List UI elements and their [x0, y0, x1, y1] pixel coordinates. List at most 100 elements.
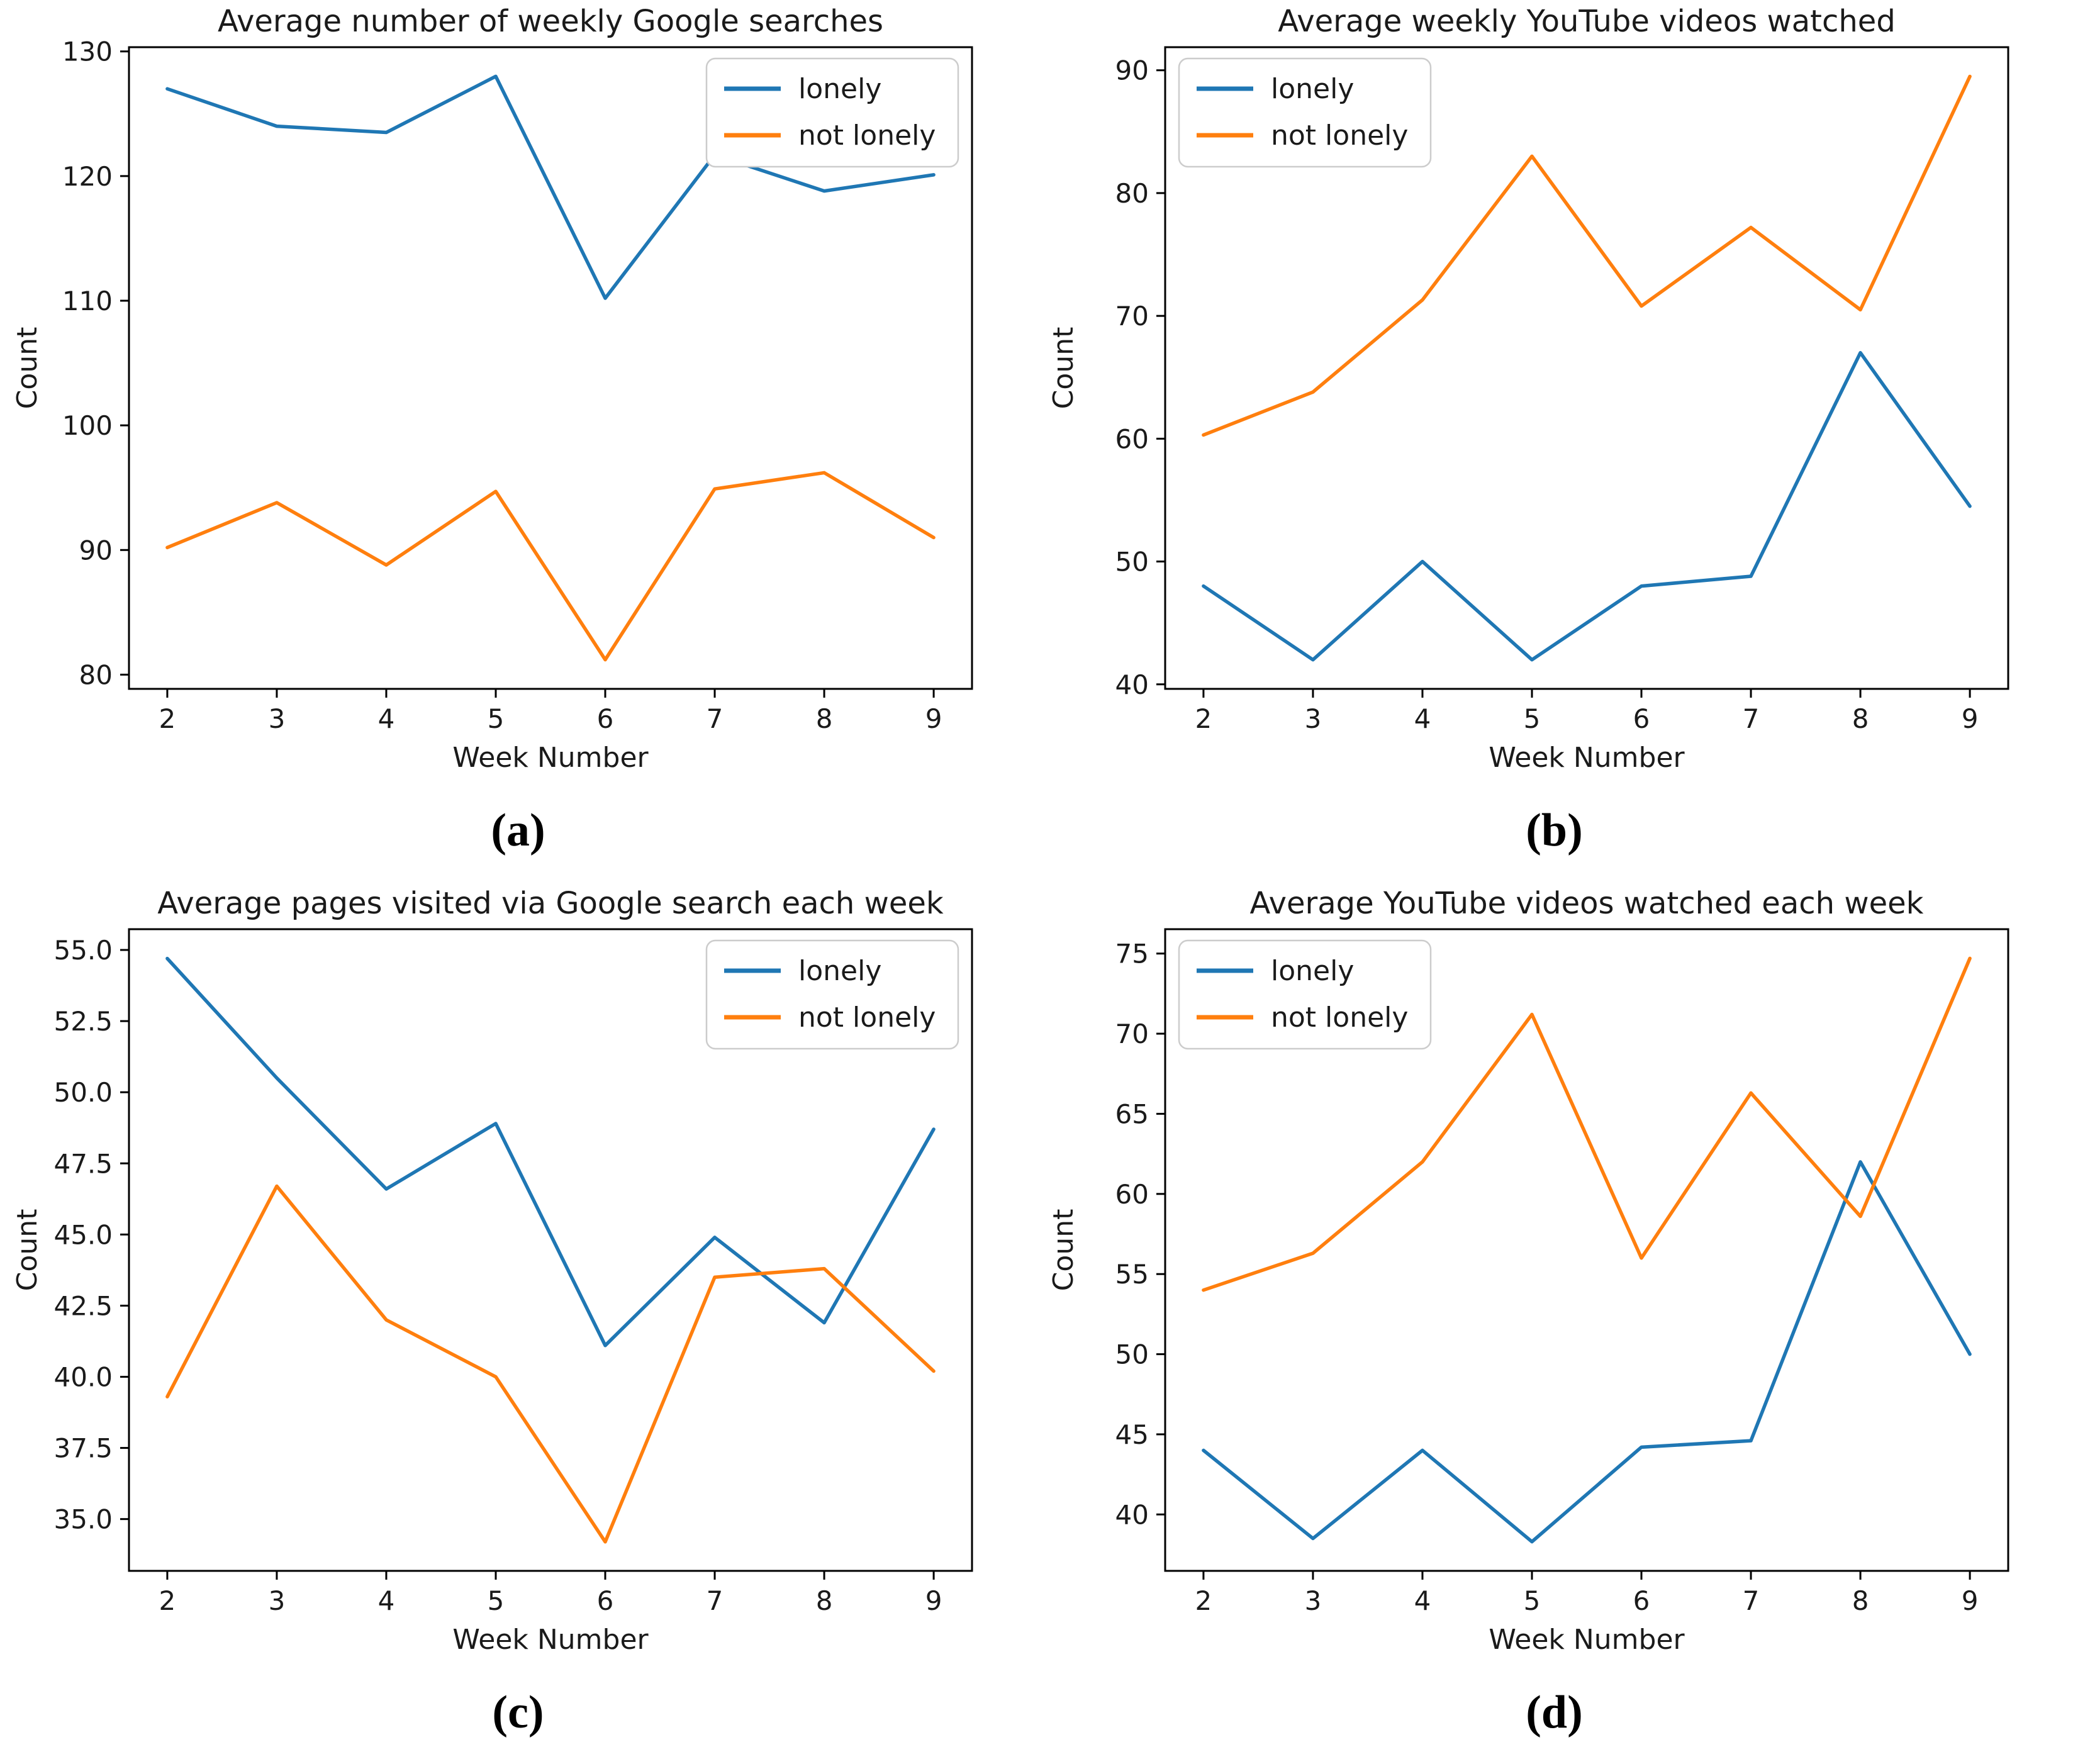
- series-line-not-lonely: [1202, 74, 1972, 437]
- subplot-label-d: (d): [1526, 1687, 1583, 1738]
- x-tick-label: 9: [1962, 703, 1979, 734]
- y-tick-label: 52.5: [53, 1006, 113, 1037]
- x-tick-label: 6: [597, 1585, 614, 1616]
- y-tick-label: 80: [1115, 178, 1149, 209]
- x-tick-label: 3: [1305, 1585, 1322, 1616]
- y-tick-label: 40.0: [53, 1362, 113, 1393]
- legend-box: [1178, 57, 1432, 168]
- x-tick-label: 2: [1195, 1585, 1212, 1616]
- legend-label: not lonely: [798, 1002, 936, 1034]
- x-tick-label: 2: [159, 703, 176, 734]
- y-axis-label: Count: [1048, 327, 1080, 410]
- y-tick-label: 70: [1115, 301, 1149, 332]
- x-axis-label: Week Number: [1489, 1624, 1685, 1656]
- chart-title: Average weekly YouTube videos watched: [1278, 4, 1896, 39]
- y-tick-label: 42.5: [53, 1290, 113, 1321]
- x-tick-label: 7: [707, 703, 724, 734]
- chart-title: Average number of weekly Google searches: [218, 4, 883, 39]
- x-axis-label: Week Number: [452, 742, 649, 774]
- x-tick-label: 2: [159, 1585, 176, 1616]
- x-axis-label: Week Number: [452, 1624, 649, 1656]
- x-tick-label: 7: [707, 1585, 724, 1616]
- x-tick-label: 5: [488, 703, 505, 734]
- figure-b: Average weekly YouTube videos watched 40 5…: [1036, 0, 2072, 882]
- x-tick-label: 4: [1414, 1585, 1431, 1616]
- x-tick-label: 3: [269, 1585, 286, 1616]
- chart-c-canvas: Average pages visited via Google search …: [11, 886, 973, 1656]
- legend-label: lonely: [1271, 73, 1354, 105]
- y-axis-label: Count: [11, 327, 43, 410]
- y-tick-label: 37.5: [53, 1433, 113, 1464]
- x-tick-label: 6: [597, 703, 614, 734]
- y-tick-label: 45.0: [53, 1219, 113, 1250]
- legend-label: lonely: [798, 73, 881, 105]
- legend-label: lonely: [1271, 955, 1354, 987]
- figure-c: Average pages visited via Google search …: [0, 882, 1036, 1764]
- y-tick-label: 45: [1115, 1419, 1149, 1450]
- x-tick-label: 7: [1743, 1585, 1760, 1616]
- x-tick-label: 8: [816, 1585, 833, 1616]
- x-tick-label: 4: [378, 1585, 395, 1616]
- y-tick-label: 55.0: [53, 935, 113, 966]
- legend-label: not lonely: [798, 120, 936, 152]
- y-tick-label: 50: [1115, 1339, 1149, 1370]
- y-tick-label: 50.0: [53, 1077, 113, 1108]
- x-tick-label: 4: [378, 703, 395, 734]
- y-tick-label: 55: [1115, 1259, 1149, 1290]
- axes-frame: [1164, 928, 2009, 1572]
- series-line-lonely: [165, 956, 936, 1348]
- series-line-lonely: [1202, 350, 1972, 662]
- figure-d: Average YouTube videos watched each week…: [1036, 882, 2072, 1764]
- x-tick-label: 9: [925, 1585, 942, 1616]
- x-tick-label: 7: [1743, 703, 1760, 734]
- y-tick-label: 100: [62, 410, 113, 441]
- axes-frame: [128, 46, 973, 690]
- x-tick-label: 5: [488, 1585, 505, 1616]
- x-tick-label: 6: [1633, 1585, 1650, 1616]
- x-tick-label: 9: [925, 703, 942, 734]
- series-line-lonely: [1202, 1160, 1972, 1544]
- x-tick-label: 8: [1852, 703, 1869, 734]
- chart-d-canvas: Average YouTube videos watched each week…: [1048, 886, 2009, 1656]
- y-tick-label: 120: [62, 161, 113, 192]
- y-tick-label: 40: [1115, 669, 1149, 700]
- y-tick-label: 130: [62, 36, 113, 67]
- x-tick-label: 3: [269, 703, 286, 734]
- y-tick-label: 90: [79, 535, 113, 566]
- x-tick-label: 8: [816, 703, 833, 734]
- x-tick-label: 8: [1852, 1585, 1869, 1616]
- x-tick-label: 9: [1962, 1585, 1979, 1616]
- legend-box: [705, 57, 959, 168]
- x-tick-label: 6: [1633, 703, 1650, 734]
- y-tick-label: 75: [1115, 939, 1149, 969]
- subplot-label-b: (b): [1526, 805, 1583, 856]
- legend-label: lonely: [798, 955, 881, 987]
- y-tick-label: 70: [1115, 1019, 1149, 1049]
- x-tick-label: 5: [1524, 1585, 1541, 1616]
- legend-box: [1178, 939, 1432, 1050]
- x-axis-label: Week Number: [1489, 742, 1685, 774]
- y-tick-label: 40: [1115, 1499, 1149, 1530]
- y-tick-label: 90: [1115, 55, 1149, 86]
- subplot-label-a: (a): [491, 805, 545, 856]
- y-tick-label: 35.0: [53, 1504, 113, 1535]
- x-tick-label: 3: [1305, 703, 1322, 734]
- axes-frame: [1164, 46, 2009, 690]
- series-line-not-lonely: [165, 1184, 936, 1544]
- subplot-label-c: (c): [492, 1687, 544, 1738]
- x-tick-label: 5: [1524, 703, 1541, 734]
- legend-box: [705, 939, 959, 1050]
- axes-frame: [128, 928, 973, 1572]
- chart-title: Average YouTube videos watched each week: [1250, 886, 1924, 921]
- legend-label: not lonely: [1271, 1002, 1408, 1034]
- y-tick-label: 65: [1115, 1098, 1149, 1129]
- figure-a: Average number of weekly Google searches…: [0, 0, 1036, 882]
- y-tick-label: 80: [79, 659, 113, 690]
- y-tick-label: 47.5: [53, 1148, 113, 1179]
- legend-label: not lonely: [1271, 120, 1408, 152]
- chart-b-canvas: Average weekly YouTube videos watched 40 5…: [1048, 4, 2009, 774]
- series-line-lonely: [165, 74, 936, 300]
- y-tick-label: 60: [1115, 423, 1149, 454]
- y-tick-label: 50: [1115, 547, 1149, 578]
